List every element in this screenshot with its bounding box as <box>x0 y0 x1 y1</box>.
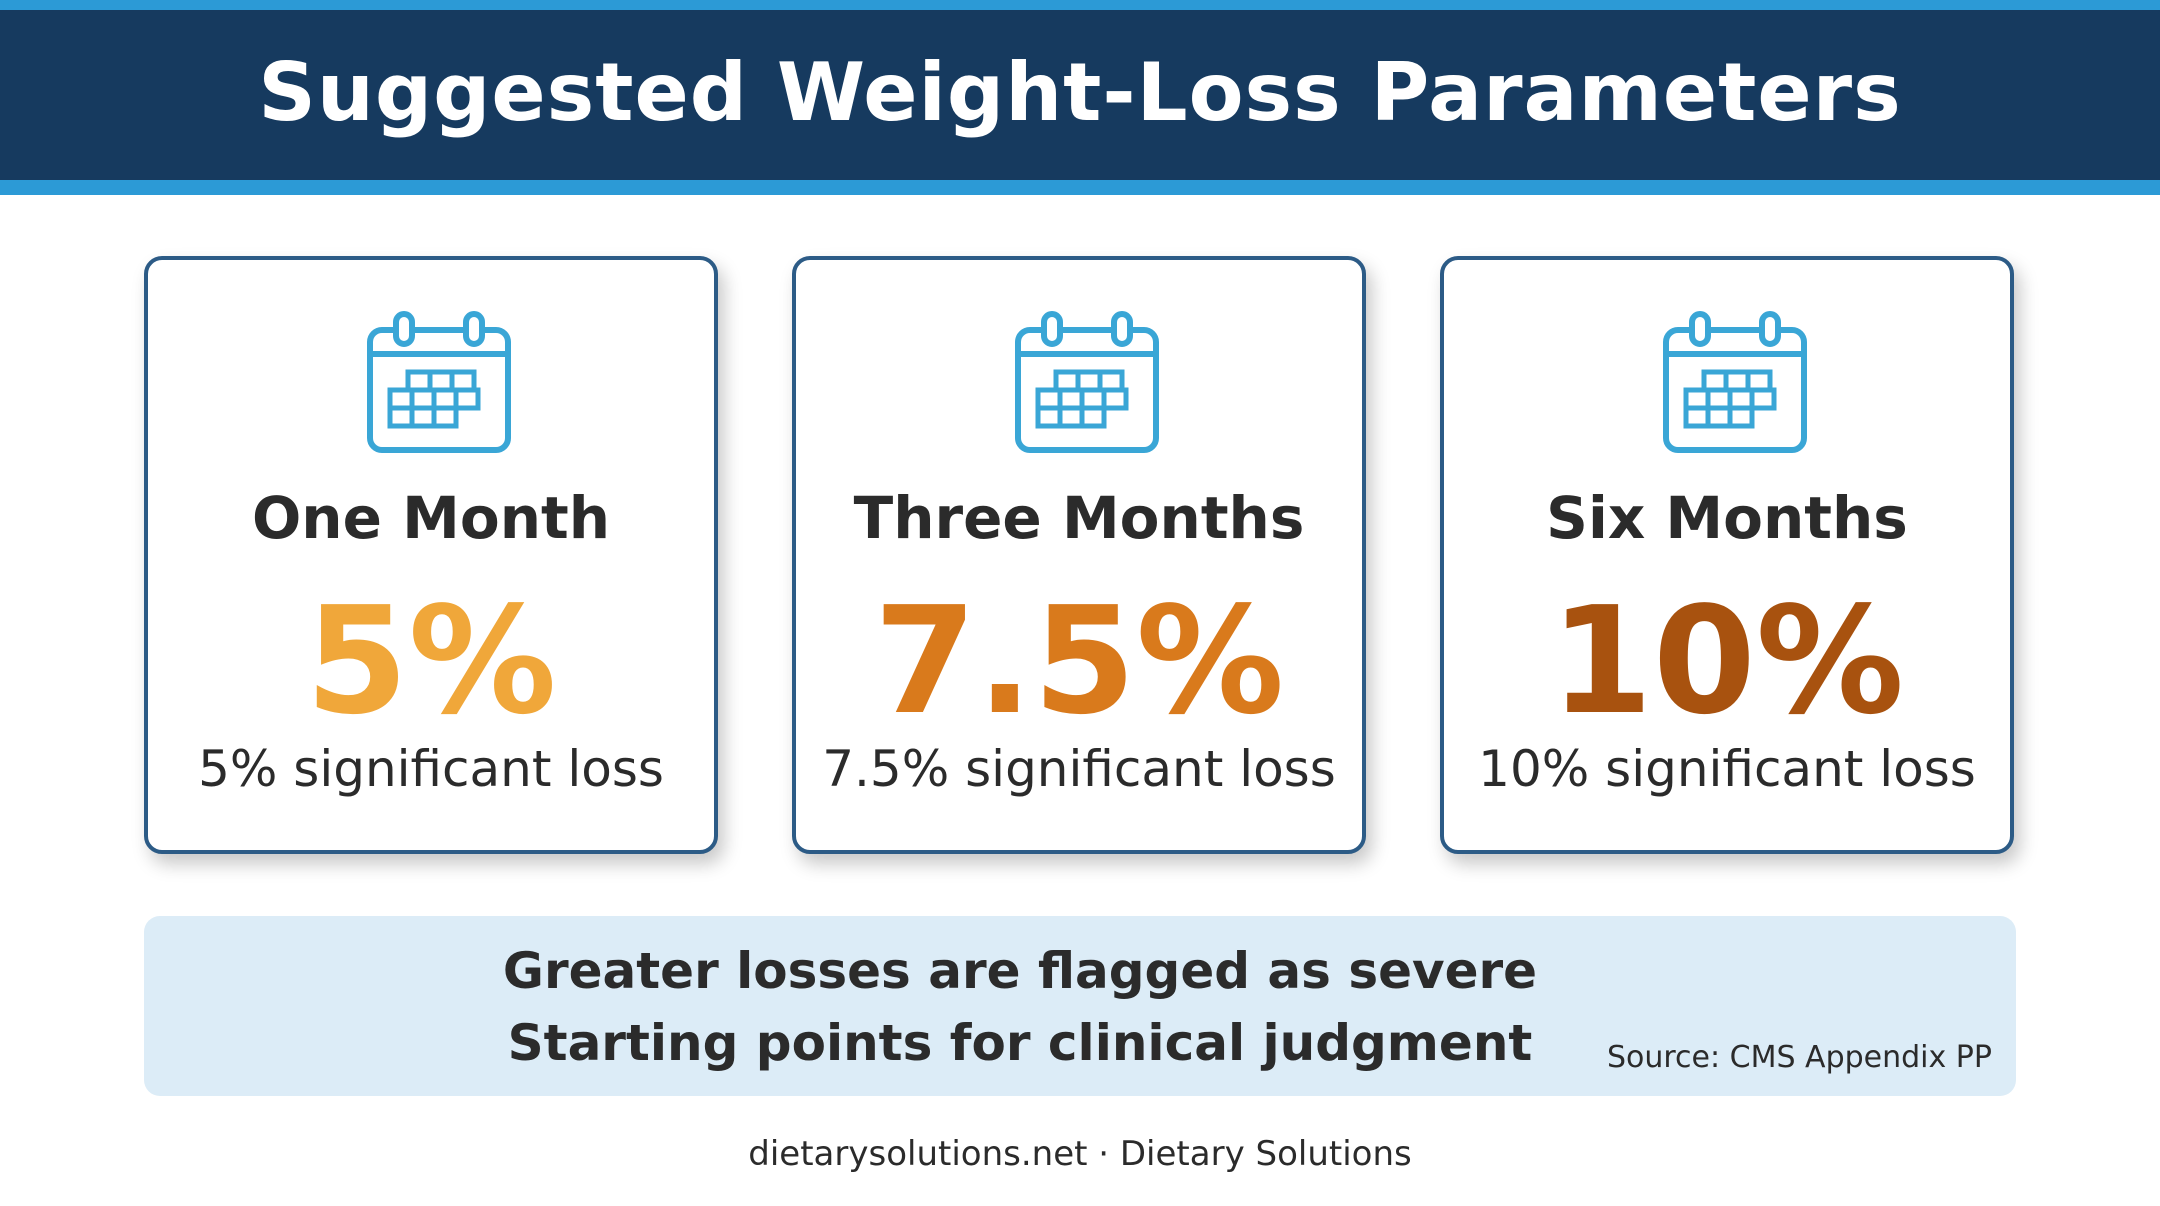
card-six-months: Six Months 10% 10% significant loss <box>1440 256 2014 854</box>
header-bar: Suggested Weight-Loss Parameters <box>0 0 2160 195</box>
card-period: Three Months <box>853 484 1305 552</box>
source-citation: Source: CMS Appendix PP <box>1606 1040 1992 1075</box>
card-period: One Month <box>252 484 610 552</box>
calendar-icon <box>1015 311 1159 453</box>
card-value: 5% <box>305 575 557 747</box>
calendar-icon <box>367 311 511 453</box>
card-one-month: One Month 5% 5% significant loss <box>144 256 718 854</box>
card-description: 5% significant loss <box>198 740 664 798</box>
card-description: 7.5% significant loss <box>822 740 1336 798</box>
card-description: 10% significant loss <box>1478 740 1976 798</box>
card-three-months: Three Months 7.5% 7.5% significant loss <box>792 256 1366 854</box>
page-title: Suggested Weight-Loss Parameters <box>258 45 1902 139</box>
header-banner: Suggested Weight-Loss Parameters <box>0 10 2160 180</box>
notice-line-judgment: Starting points for clinical judgment <box>507 1014 1533 1072</box>
notice-line-severe: Greater losses are flagged as severe <box>502 942 1538 1000</box>
footer-credit: dietarysolutions.net · Dietary Solutions <box>748 1134 1412 1174</box>
card-value: 10% <box>1549 575 1905 747</box>
card-value: 7.5% <box>873 575 1285 747</box>
notice-panel: Greater losses are flagged as severe Sta… <box>144 916 2016 1096</box>
card-period: Six Months <box>1546 484 1908 552</box>
calendar-icon <box>1663 311 1807 453</box>
